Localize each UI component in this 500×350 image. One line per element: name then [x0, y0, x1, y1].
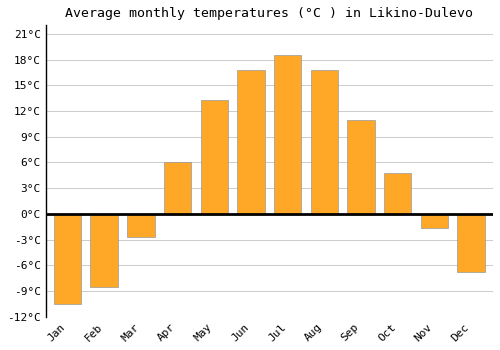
Bar	[274, 55, 301, 214]
Bar	[200, 100, 228, 214]
Bar	[164, 162, 192, 214]
Bar	[420, 214, 448, 229]
Bar	[90, 214, 118, 287]
Bar	[54, 214, 82, 304]
Title: Average monthly temperatures (°C ) in Likino-Dulevo: Average monthly temperatures (°C ) in Li…	[66, 7, 474, 20]
Bar	[384, 173, 411, 214]
Bar	[237, 70, 264, 214]
Bar	[458, 214, 485, 272]
Bar	[348, 120, 375, 214]
Bar	[310, 70, 338, 214]
Bar	[127, 214, 154, 237]
